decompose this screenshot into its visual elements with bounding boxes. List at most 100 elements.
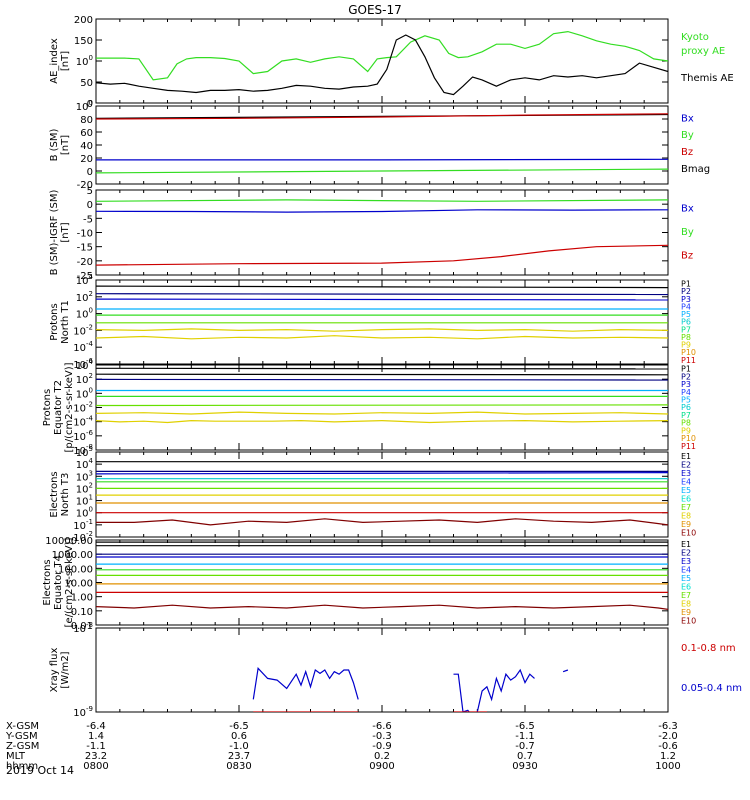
panel-frame xyxy=(95,627,669,713)
series-group xyxy=(96,30,668,96)
legend-item: E6 xyxy=(681,495,691,504)
legend-item: 0.05-0.4 nm xyxy=(681,683,742,694)
legend-item: Bz xyxy=(681,250,693,261)
y-tick-label: 100 xyxy=(76,54,93,68)
series-p3 xyxy=(96,298,668,301)
y-tick-label: 1.00 xyxy=(71,593,93,604)
legend: 0.1-0.8 nm 0.05-0.4 nm xyxy=(681,643,742,694)
series-group xyxy=(96,113,668,174)
legend-item: E3 xyxy=(681,469,691,478)
y-tick-label: 105 xyxy=(76,445,93,459)
legend-item: P4 xyxy=(681,388,691,397)
series-bx xyxy=(96,158,668,161)
series-e10 xyxy=(96,604,668,610)
orbit-value: -0.7 xyxy=(515,741,535,752)
panel-ae: 0 50 100 150 200 AE_index[nT] Kyoto proxy AE The… xyxy=(49,15,734,110)
legend-item: E9 xyxy=(681,608,691,617)
legend-item: E5 xyxy=(681,486,691,495)
y-tick-label: 102 xyxy=(76,372,93,386)
y-axis-label: ElectronsNorth T3 xyxy=(49,471,71,517)
legend-item: Themis AE xyxy=(680,73,734,84)
legend-item: E6 xyxy=(681,583,691,592)
orbit-value: 0830 xyxy=(226,761,251,772)
y-tick-label: 0 xyxy=(87,167,93,178)
orbit-value: -6.3 xyxy=(658,721,678,732)
y-tick-label: 100.00 xyxy=(58,564,93,575)
y-axis-label: B (SM)-IGRF (SM)[nT] xyxy=(49,190,71,276)
legend: Bx By Bz Bmag xyxy=(681,113,710,175)
legend-item: proxy AE xyxy=(681,46,725,57)
legend-item: P2 xyxy=(681,372,691,381)
date-label: 2019 Oct 14 xyxy=(6,764,74,777)
orbit-value: -1.1 xyxy=(515,731,535,742)
legend-item: P1 xyxy=(681,365,691,374)
series-kyoto-proxy-ae xyxy=(96,30,668,81)
orbit-value: -1.1 xyxy=(86,741,106,752)
series-0-05-0-4-nm xyxy=(453,668,535,712)
legend-item: P6 xyxy=(681,403,691,412)
series-group xyxy=(96,285,668,340)
legend-item: E7 xyxy=(681,503,691,512)
orbit-value: -6.5 xyxy=(515,721,535,732)
y-tick-label: 102 xyxy=(76,290,93,304)
y-tick-label: 10-8 xyxy=(73,621,93,635)
series-p1 xyxy=(96,367,668,370)
series-group xyxy=(96,461,668,526)
y-axis-label: Xray flux[W/m2] xyxy=(49,648,71,693)
legend-item: P4 xyxy=(681,302,691,311)
y-tick-label: -5 xyxy=(83,214,93,225)
series-p1 xyxy=(96,285,668,289)
y-tick-label: -20 xyxy=(77,257,93,268)
series-e3 xyxy=(96,472,668,475)
y-tick-label: 10-6 xyxy=(73,429,93,443)
orbit-value: 0.6 xyxy=(231,731,247,742)
y-tick-label: 10000.00 xyxy=(45,536,93,547)
legend-item: E3 xyxy=(681,557,691,566)
y-tick-label: 60 xyxy=(80,128,93,139)
series-p8 xyxy=(96,419,668,424)
orbit-row-label: MLT xyxy=(6,751,26,762)
orbit-value: 0.7 xyxy=(517,751,533,762)
y-tick-label: 5 xyxy=(87,186,93,197)
legend-item: E2 xyxy=(681,461,691,470)
y-tick-label: 104 xyxy=(76,457,94,471)
y-tick-label: -15 xyxy=(77,243,93,254)
panel-frame xyxy=(95,364,669,451)
y-tick-label: 10-8 xyxy=(73,443,93,457)
legend-item: P5 xyxy=(681,395,691,404)
legend-item: P6 xyxy=(681,318,691,327)
series-p7 xyxy=(96,411,668,415)
orbit-row-label: X-GSM xyxy=(6,721,39,732)
y-tick-label: 0 xyxy=(87,200,93,211)
series-bx xyxy=(96,209,668,213)
legend-item: P3 xyxy=(681,380,691,389)
legend-item: P1 xyxy=(681,279,691,288)
y-tick-label: 104 xyxy=(76,273,94,287)
panel-b_sm: -20 0 20 40 60 80 100 B (SM)[nT] Bx By Bz Bmag xyxy=(49,99,710,191)
legend-item: E10 xyxy=(681,617,696,626)
series-0-05-0-4-nm xyxy=(252,666,359,700)
legend-item: E1 xyxy=(681,452,691,461)
legend-item: Bx xyxy=(681,113,694,124)
y-tick-label: 200 xyxy=(74,15,93,26)
orbit-value: -0.6 xyxy=(658,741,678,752)
legend-item: E4 xyxy=(681,478,691,487)
orbit-value: 0900 xyxy=(369,761,394,772)
legend-item: P3 xyxy=(681,295,691,304)
y-tick-label: 0.01 xyxy=(71,621,93,632)
orbit-value: -6.6 xyxy=(372,721,392,732)
orbit-table: X-GSMY-GSMZ-GSMMLThhmm-6.41.4-1.123.2080… xyxy=(5,721,681,772)
y-tick-label: 101 xyxy=(76,494,93,508)
legend-item: E1 xyxy=(681,540,691,549)
legend-item: E4 xyxy=(681,566,691,575)
panel-frame xyxy=(95,539,669,626)
orbit-value: 0930 xyxy=(512,761,537,772)
orbit-value: 0.2 xyxy=(374,751,390,762)
y-tick-label: 10-6 xyxy=(73,357,93,371)
legend-item: E2 xyxy=(681,549,691,558)
y-tick-label: 150 xyxy=(74,36,93,47)
series-by xyxy=(96,199,668,202)
